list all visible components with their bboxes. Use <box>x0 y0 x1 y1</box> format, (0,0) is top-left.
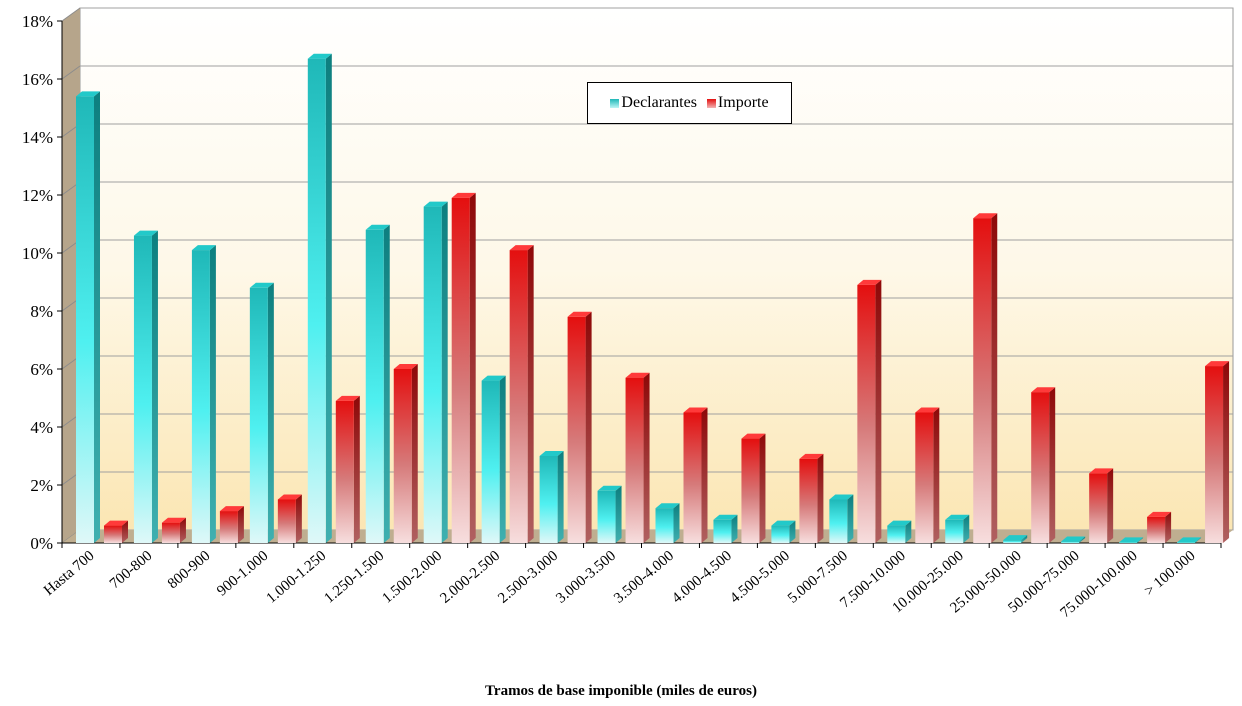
bar-importe-8 <box>567 311 592 543</box>
bar-declarantes-16 <box>1003 535 1028 543</box>
x-tick-label: 2.000-2.500 <box>437 548 503 607</box>
x-tick-label: 4.000-4.500 <box>669 548 735 607</box>
legend-label-importe: Importe <box>717 94 769 111</box>
bar-declarantes-5 <box>365 224 390 544</box>
bar-importe-1 <box>161 517 186 543</box>
legend-item-declarantes: Declarantes <box>610 94 697 112</box>
legend-label-declarantes: Declarantes <box>621 94 697 111</box>
bar-declarantes-10 <box>655 503 680 543</box>
x-tick-label: 800-900 <box>165 548 214 592</box>
y-tick-label: 8% <box>30 302 53 321</box>
bar-declarantes-7 <box>481 375 506 543</box>
x-tick-label: 700-800 <box>107 548 156 592</box>
bar-declarantes-11 <box>713 514 738 543</box>
y-tick-label: 4% <box>30 418 53 437</box>
bar-declarantes-14 <box>887 520 912 543</box>
x-tick-label: 900-1.000 <box>214 548 271 600</box>
x-tick-label: 4.500-5.000 <box>727 548 793 607</box>
legend-swatch-declarantes <box>610 98 620 108</box>
legend: Declarantes Importe <box>587 82 792 124</box>
x-tick-label: > 100.000 <box>1142 548 1199 599</box>
y-tick-label: 2% <box>30 476 53 495</box>
bar-declarantes-3 <box>249 282 274 543</box>
bar-importe-5 <box>393 364 418 543</box>
bar-importe-14 <box>915 407 940 543</box>
bar-declarantes-13 <box>829 494 854 543</box>
gridline-diagonal <box>61 7 81 22</box>
bar-declarantes-8 <box>539 451 564 543</box>
bar-importe-18 <box>1147 511 1172 543</box>
bar-importe-10 <box>683 407 708 543</box>
x-axis-title: Tramos de base imponible (miles de euros… <box>485 683 757 699</box>
bar-importe-7 <box>509 245 534 543</box>
bar-importe-16 <box>1031 387 1056 543</box>
bar-declarantes-6 <box>423 201 448 543</box>
bar-importe-17 <box>1089 468 1114 543</box>
bar-importe-19 <box>1205 361 1230 543</box>
bar-declarantes-18 <box>1119 537 1144 543</box>
x-tick-label: Hasta 700 <box>41 548 98 599</box>
y-tick-label: 18% <box>22 12 53 31</box>
bar-declarantes-1 <box>133 230 158 543</box>
bar-importe-15 <box>973 213 998 543</box>
bar-importe-2 <box>219 506 244 543</box>
side-wall <box>62 8 80 543</box>
x-tick-label: 3.000-3.500 <box>553 548 619 607</box>
gridline-diagonal <box>61 65 81 80</box>
x-tick-label: 3.500-4.000 <box>611 548 677 607</box>
bar-importe-0 <box>104 520 128 543</box>
bar-importe-6 <box>451 192 476 543</box>
y-tick-labels: 0% 2% 4% 6% 8% 10% 12% 14% 16% 18% <box>22 12 53 553</box>
y-tick-label: 6% <box>30 360 53 379</box>
bar-importe-12 <box>799 453 824 543</box>
bar-declarantes-4 <box>307 53 332 543</box>
bar-importe-11 <box>741 433 766 543</box>
bar-declarantes-0 <box>76 91 100 544</box>
y-tick-label: 16% <box>22 70 53 89</box>
y-tick-label: 12% <box>22 186 53 205</box>
bar-declarantes-2 <box>191 245 216 543</box>
bar-declarantes-15 <box>945 514 970 543</box>
bar-declarantes-17 <box>1061 536 1086 543</box>
bar-declarantes-19 <box>1177 537 1202 543</box>
x-tick-label: 2.500-3.000 <box>495 548 561 607</box>
bar-importe-3 <box>277 494 302 543</box>
x-tick-label: 1.000-1.250 <box>264 548 330 607</box>
x-tick-label: 1.500-2.000 <box>379 548 445 607</box>
bars <box>76 53 1230 544</box>
legend-item-importe: Importe <box>706 94 769 112</box>
y-tick-label: 14% <box>22 128 53 147</box>
x-tick-labels: Hasta 700 700-800 800-900 900-1.0001.000-1.… <box>41 548 1199 621</box>
y-tick-label: 10% <box>22 244 53 263</box>
bar-declarantes-12 <box>771 520 796 543</box>
bar-importe-4 <box>335 395 360 543</box>
bar-importe-13 <box>857 279 882 543</box>
y-tick-label: 0% <box>30 534 53 553</box>
bar-importe-9 <box>625 372 650 543</box>
bar-declarantes-9 <box>597 485 622 543</box>
x-tick-label: 1.250-1.500 <box>321 548 387 607</box>
legend-swatch-importe <box>706 98 716 108</box>
